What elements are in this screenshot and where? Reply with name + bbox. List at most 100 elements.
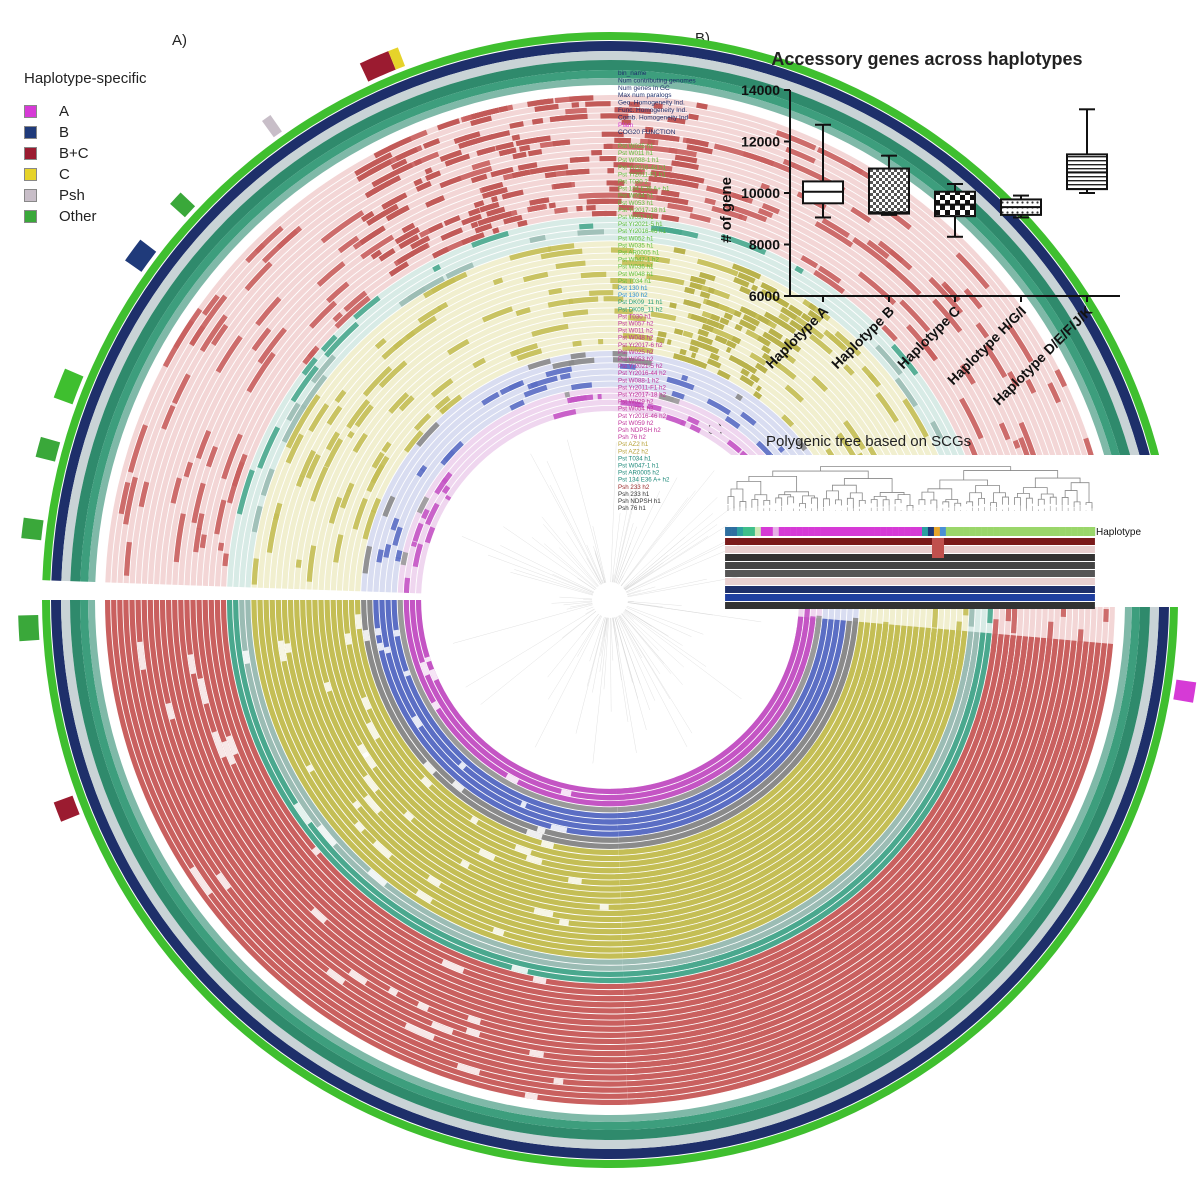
gene-cluster-block <box>508 380 525 391</box>
gene-cluster-block <box>320 210 365 244</box>
gene-cluster-block <box>468 207 481 217</box>
gene-cluster-block <box>761 352 774 363</box>
gene-cluster-block <box>721 233 730 241</box>
center-dendrogram-line <box>609 508 731 601</box>
gene-cluster-block <box>170 477 182 504</box>
gene-cluster-gap <box>197 678 209 705</box>
gene-cluster-block <box>667 202 694 213</box>
haplotype-selection-mark <box>125 239 157 272</box>
gene-cluster-block <box>580 271 607 279</box>
gene-cluster-block <box>346 399 371 429</box>
legend-label: B <box>59 124 70 141</box>
gene-cluster-block <box>384 175 402 187</box>
tree-branch <box>772 470 869 479</box>
genome-label: Pst W025 h2 <box>618 349 654 356</box>
tree-branch <box>727 496 735 509</box>
gene-cluster-block <box>706 318 720 329</box>
gene-cluster-block <box>591 210 607 217</box>
gene-cluster-gap <box>377 642 384 652</box>
gene-cluster-gap <box>441 959 465 974</box>
gene-cluster-block <box>697 328 710 338</box>
gene-cluster-block <box>398 395 415 412</box>
legend-label: B+C <box>59 145 89 162</box>
tree-branch <box>823 498 830 508</box>
gene-cluster-block <box>302 348 317 365</box>
gene-cluster-block <box>676 179 699 189</box>
gene-cluster-block <box>881 324 898 342</box>
gene-cluster-block <box>650 311 677 322</box>
gene-cluster-block <box>800 255 819 269</box>
gene-cluster-block <box>501 192 512 200</box>
gene-cluster-block <box>565 169 578 176</box>
genome-label: Pst W029 h2 <box>618 399 654 406</box>
gene-cluster-block <box>308 403 330 433</box>
gene-cluster-block <box>443 215 461 227</box>
gene-cluster-block <box>570 352 586 360</box>
gene-cluster-block <box>681 374 689 382</box>
gene-cluster-block <box>517 162 538 171</box>
gene-cluster-block <box>588 290 614 296</box>
gene-cluster-block <box>794 316 825 340</box>
gene-cluster-gap <box>553 1078 564 1085</box>
gene-cluster-block <box>575 156 590 163</box>
haplotype-strip-cell <box>790 527 797 536</box>
gene-cluster-block <box>395 192 408 203</box>
tree-branch <box>969 492 983 502</box>
gene-cluster-block <box>689 281 703 291</box>
gene-cluster-block <box>173 307 203 349</box>
gene-cluster-block <box>434 471 453 495</box>
gene-cluster-block <box>481 391 500 406</box>
haplotype-strip-cell <box>898 527 905 536</box>
phylogenetic-tree: Haplotype <box>725 466 1141 609</box>
gene-cluster-block <box>246 351 276 393</box>
gene-cluster-block <box>673 353 683 361</box>
tree-branch <box>739 501 747 508</box>
genome-label: Pst Yr2016-44 h2 <box>618 370 667 377</box>
gene-cluster-gap <box>505 773 520 785</box>
gene-cluster-block <box>746 269 762 280</box>
gene-cluster-block <box>724 415 741 429</box>
tree-heatmap-row <box>725 538 1095 545</box>
gene-cluster-gap <box>415 889 433 904</box>
legend-item: B+C <box>24 143 194 164</box>
gene-cluster-block <box>576 205 583 212</box>
gene-cluster-block <box>781 414 795 428</box>
gene-cluster-block <box>568 357 595 366</box>
gene-cluster-block <box>461 213 482 226</box>
gene-cluster-block <box>370 455 390 484</box>
gene-cluster-gap <box>524 1092 538 1100</box>
gene-cluster-block <box>604 210 617 217</box>
gene-cluster-block <box>255 296 282 327</box>
tree-heatmap-row <box>725 594 1095 601</box>
haplotype-strip-cell <box>1029 527 1036 536</box>
haplotype-strip-cell <box>1047 527 1054 536</box>
gene-cluster-gap <box>532 976 547 984</box>
gene-cluster-block <box>332 311 343 323</box>
gene-cluster-gap <box>536 826 546 834</box>
gene-cluster-block <box>617 192 631 199</box>
tree-heatmap-row <box>725 554 1095 561</box>
center-dendrogram-line <box>546 461 611 601</box>
tree-branch <box>784 491 809 496</box>
gene-cluster-block <box>465 138 477 147</box>
legend-item: Other <box>24 206 194 227</box>
haplotype-strip-cell <box>742 527 750 536</box>
genome-label: Pst Yr2021-5 h2 <box>618 363 663 370</box>
gene-cluster-block <box>464 131 481 141</box>
gene-cluster-block <box>373 141 401 159</box>
gene-cluster-block <box>603 143 613 150</box>
gene-cluster-block <box>470 115 492 127</box>
center-dendrogram-line <box>535 599 611 748</box>
legend-item: C <box>24 164 194 185</box>
gene-cluster-block <box>661 189 680 198</box>
gene-cluster-gap <box>317 824 337 847</box>
center-dendrogram-line <box>575 599 611 734</box>
gene-cluster-block <box>196 513 205 530</box>
gene-cluster-block <box>850 206 872 224</box>
gene-cluster-block <box>780 306 798 321</box>
gene-cluster-block <box>437 301 449 312</box>
gene-cluster-block <box>395 557 401 562</box>
haplotype-strip-cell <box>796 527 803 536</box>
gene-cluster-block <box>512 151 527 160</box>
gene-cluster-block <box>757 314 770 325</box>
